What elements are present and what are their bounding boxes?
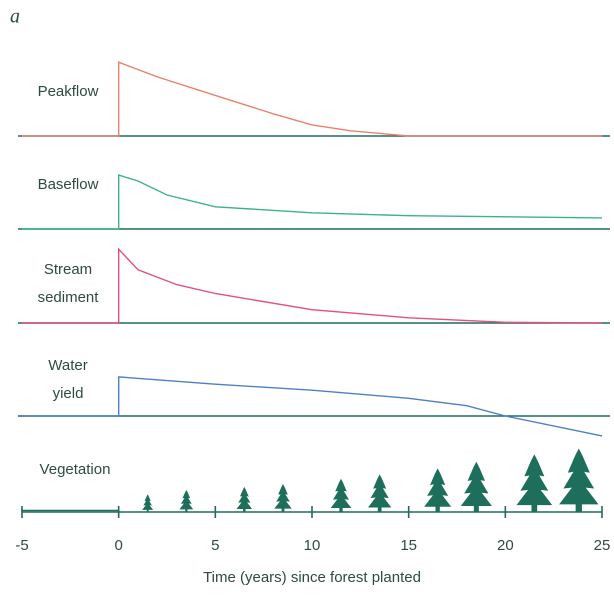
tree — [142, 494, 153, 512]
series-line — [22, 377, 602, 436]
tree — [274, 484, 291, 512]
panel-label: sediment — [38, 289, 100, 306]
tree — [179, 490, 193, 512]
panel-label: Baseflow — [38, 176, 99, 193]
tree — [424, 468, 451, 512]
tree — [331, 479, 352, 512]
x-tick-label: 5 — [211, 537, 219, 554]
panel-label: a — [10, 6, 20, 28]
x-tick-label: 10 — [304, 537, 321, 554]
tree — [516, 454, 552, 512]
x-tick-label: 25 — [594, 537, 611, 554]
x-tick-label: 20 — [497, 537, 514, 554]
tree — [368, 474, 391, 512]
chart: a Peakflow Baseflow Stream sediment Water yie… — [0, 0, 614, 597]
x-axis-label: Time (years) since forest planted — [203, 569, 421, 586]
tree — [559, 448, 598, 512]
tree — [461, 462, 492, 512]
series-line — [22, 62, 602, 136]
x-tick-label: -5 — [15, 537, 28, 554]
panel-label: Stream — [44, 261, 92, 278]
panel-label: Peakflow — [38, 83, 99, 100]
series-line — [22, 175, 602, 229]
x-tick-label: 0 — [114, 537, 122, 554]
series-line — [22, 249, 602, 323]
tree — [237, 487, 253, 512]
panel-label: yield — [53, 385, 84, 402]
x-tick-label: 15 — [400, 537, 417, 554]
panel-label: Water — [48, 357, 87, 374]
panel-label: Vegetation — [40, 461, 111, 478]
